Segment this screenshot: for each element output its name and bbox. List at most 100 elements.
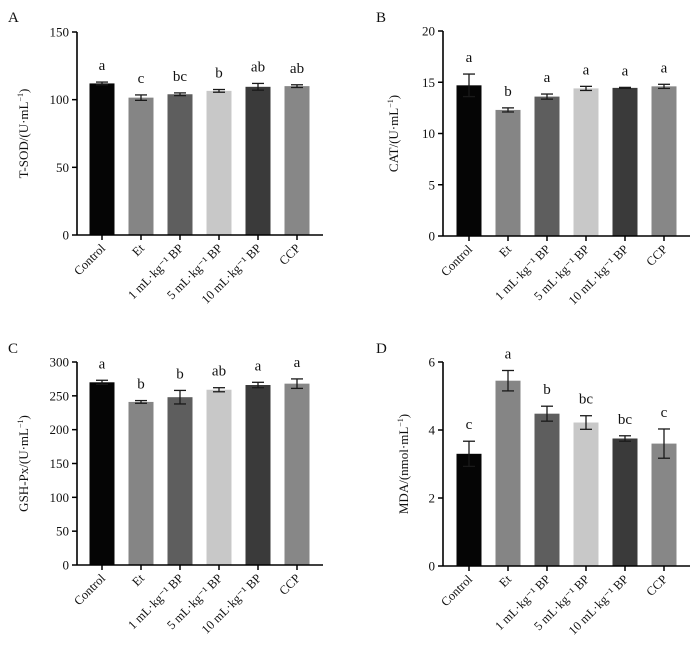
y-axis-label: GSH-Px/(U·mL−1) [16, 415, 31, 512]
bar [573, 422, 599, 566]
y-axis-label-superscript: −1 [386, 99, 395, 108]
bar [456, 453, 482, 566]
significance-label: bc [618, 412, 633, 428]
panel-label: B [376, 10, 386, 26]
bar [167, 94, 193, 236]
y-tick-label: 150 [50, 25, 70, 40]
category-label: Et [129, 571, 147, 589]
y-axis-label-close: ) [16, 415, 31, 419]
y-tick-label: 4 [429, 423, 436, 438]
y-tick-label: 100 [50, 490, 70, 505]
panel-label: D [376, 341, 387, 357]
significance-label: a [255, 358, 262, 374]
y-tick-label: 6 [429, 355, 436, 370]
y-axis-label-main: CAT/(U·mL [386, 108, 401, 172]
y-tick-label: 200 [50, 422, 70, 437]
y-axis-label-superscript: −1 [16, 93, 25, 102]
y-axis-label-close: ) [16, 89, 31, 93]
y-tick-label: 15 [422, 75, 435, 90]
bar [245, 86, 271, 235]
significance-label: bc [173, 69, 188, 85]
y-tick-label: 2 [429, 491, 436, 506]
category-label: CCP [277, 571, 304, 598]
y-axis-label: T-SOD/(U·mL−1) [16, 89, 31, 179]
significance-label: a [466, 50, 473, 66]
category-label: Control [71, 571, 108, 608]
bar [284, 86, 310, 235]
significance-label: a [622, 63, 629, 79]
y-tick-label: 250 [50, 388, 70, 403]
significance-label: bc [579, 392, 594, 408]
bar [206, 389, 232, 565]
y-axis-label-main: T-SOD/(U·mL [16, 101, 31, 178]
category-label: CCP [644, 572, 671, 599]
significance-label: a [544, 70, 551, 86]
category-label: Control [438, 572, 475, 609]
bar [167, 397, 193, 565]
category-label: Et [496, 242, 514, 260]
significance-label: a [505, 347, 512, 363]
significance-label: ab [212, 364, 226, 380]
category-label: Et [496, 572, 514, 590]
y-axis-label-main: GSH-Px/(U·mL [16, 428, 31, 512]
bar [651, 443, 677, 566]
bar [128, 97, 154, 236]
significance-label: c [466, 417, 473, 433]
y-tick-label: 100 [50, 92, 70, 107]
bar [534, 413, 560, 566]
bar [284, 383, 310, 565]
y-axis-label-superscript: −1 [396, 418, 405, 427]
bar [456, 85, 482, 236]
category-label: CCP [644, 242, 671, 269]
panel-label: A [8, 10, 19, 26]
y-tick-label: 0 [429, 559, 436, 574]
significance-label: b [176, 366, 184, 382]
category-label: CCP [277, 241, 304, 268]
significance-label: b [137, 377, 145, 393]
significance-label: ab [251, 59, 265, 75]
y-axis-label-close: ) [386, 95, 401, 99]
y-tick-label: 150 [50, 456, 70, 471]
category-label: Control [71, 241, 108, 278]
significance-label: b [543, 382, 551, 398]
bar [651, 86, 677, 236]
panel-label: C [8, 341, 18, 357]
y-axis-label-main: MDA/(nmol·mL [396, 427, 411, 514]
significance-label: a [99, 58, 106, 74]
significance-label: c [138, 71, 145, 87]
y-tick-label: 300 [50, 355, 70, 370]
bar [495, 380, 521, 566]
y-tick-label: 10 [422, 126, 435, 141]
significance-label: a [99, 356, 106, 372]
bar [89, 83, 115, 235]
bar [612, 438, 638, 566]
significance-label: a [294, 355, 301, 371]
significance-label: a [661, 60, 668, 76]
y-tick-label: 50 [56, 524, 69, 539]
significance-label: c [661, 405, 668, 421]
category-label: Control [438, 242, 475, 279]
y-tick-label: 20 [422, 24, 435, 39]
bar [206, 90, 232, 236]
bar [89, 382, 115, 565]
significance-label: a [583, 62, 590, 78]
significance-label: b [215, 66, 223, 82]
y-axis-label: MDA/(nmol·mL−1) [396, 414, 411, 514]
y-tick-label: 5 [429, 177, 436, 192]
y-tick-label: 0 [429, 229, 436, 244]
bar [128, 401, 154, 565]
y-tick-label: 50 [56, 160, 69, 175]
y-tick-label: 0 [63, 228, 70, 243]
y-axis-label: CAT/(U·mL−1) [386, 95, 401, 172]
bar [495, 109, 521, 236]
bar [245, 385, 271, 565]
bar [573, 88, 599, 237]
category-label: Et [129, 241, 147, 259]
significance-label: ab [290, 61, 304, 77]
significance-label: b [504, 84, 512, 100]
